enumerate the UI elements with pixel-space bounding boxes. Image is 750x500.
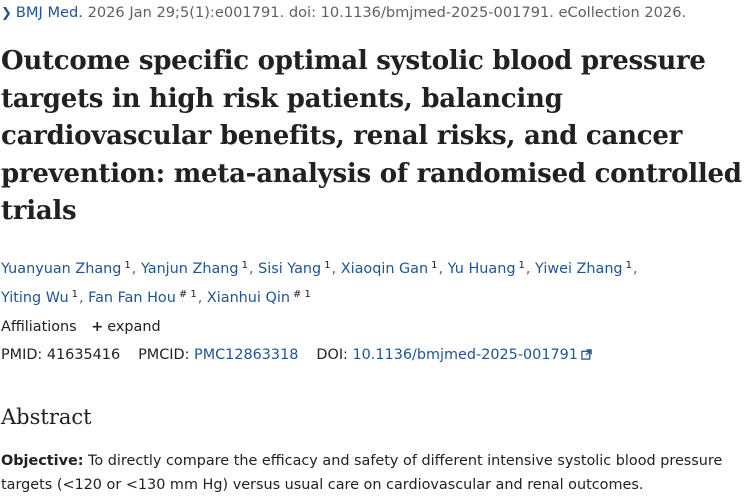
author-link[interactable]: Xianhui Qin: [206, 290, 290, 306]
affiliations-expand-button[interactable]: + expand: [91, 319, 160, 335]
author-affiliation-marker[interactable]: # 1: [292, 289, 311, 300]
doi-label: DOI:: [316, 347, 348, 363]
doi-link[interactable]: 10.1136/bmjmed-2025-001791: [353, 347, 592, 363]
author-affiliation-marker[interactable]: 1: [71, 289, 78, 300]
pmcid-label: PMCID:: [138, 347, 190, 363]
abstract-heading: Abstract: [1, 405, 92, 429]
author-link[interactable]: Yiwei Zhang: [535, 261, 623, 277]
author-affiliation-marker[interactable]: 1: [324, 260, 331, 271]
chevron-right-icon[interactable]: ❯: [1, 6, 12, 21]
author-affiliation-marker[interactable]: 1: [431, 260, 438, 271]
affiliations-row: Affiliations + expand: [1, 317, 161, 337]
author-link[interactable]: Yanjun Zhang: [140, 261, 239, 277]
author-affiliation-marker[interactable]: # 1: [178, 289, 197, 300]
identifiers-row: PMID: 41635416 PMCID: PMC12863318 DOI: 10.…: [1, 345, 592, 365]
author-affiliation-marker[interactable]: 1: [518, 260, 525, 271]
external-link-icon[interactable]: [581, 349, 592, 360]
author-link[interactable]: Yu Huang: [447, 261, 516, 277]
author-link[interactable]: Yuanyuan Zhang: [1, 261, 122, 277]
author-link[interactable]: Fan Fan Hou: [88, 290, 176, 306]
author-list: Yuanyuan Zhang 1, Yanjun Zhang 1, Sisi Yan…: [1, 260, 638, 306]
citation-details: 2026 Jan 29;5(1):e001791. doi: 10.1136/b…: [87, 4, 687, 21]
author-affiliation-marker[interactable]: 1: [124, 260, 131, 271]
expand-label: expand: [107, 319, 161, 335]
objective-text: To directly compare the efficacy and saf…: [1, 453, 723, 493]
citation-line: ❯ BMJ Med. 2026 Jan 29;5(1):e001791. doi:…: [1, 3, 686, 24]
author-affiliation-marker[interactable]: 1: [625, 260, 632, 271]
pmid-value: 41635416: [46, 347, 121, 363]
article-title: Outcome specific optimal systolic blood …: [1, 46, 742, 226]
pmid-label: PMID:: [1, 347, 43, 363]
plus-icon: +: [91, 319, 104, 335]
journal-link[interactable]: BMJ Med.: [15, 4, 83, 21]
doi-value[interactable]: 10.1136/bmjmed-2025-001791: [352, 347, 578, 363]
affiliations-label: Affiliations: [1, 319, 77, 335]
author-link[interactable]: Xiaoqin Gan: [340, 261, 429, 277]
abstract-objective: Objective: To directly compare the effic…: [1, 449, 743, 497]
objective-label: Objective:: [1, 453, 84, 469]
author-link[interactable]: Sisi Yang: [258, 261, 322, 277]
pmcid-link[interactable]: PMC12863318: [194, 347, 299, 363]
author-affiliation-marker[interactable]: 1: [241, 260, 248, 271]
author-link[interactable]: Yiting Wu: [1, 290, 69, 306]
